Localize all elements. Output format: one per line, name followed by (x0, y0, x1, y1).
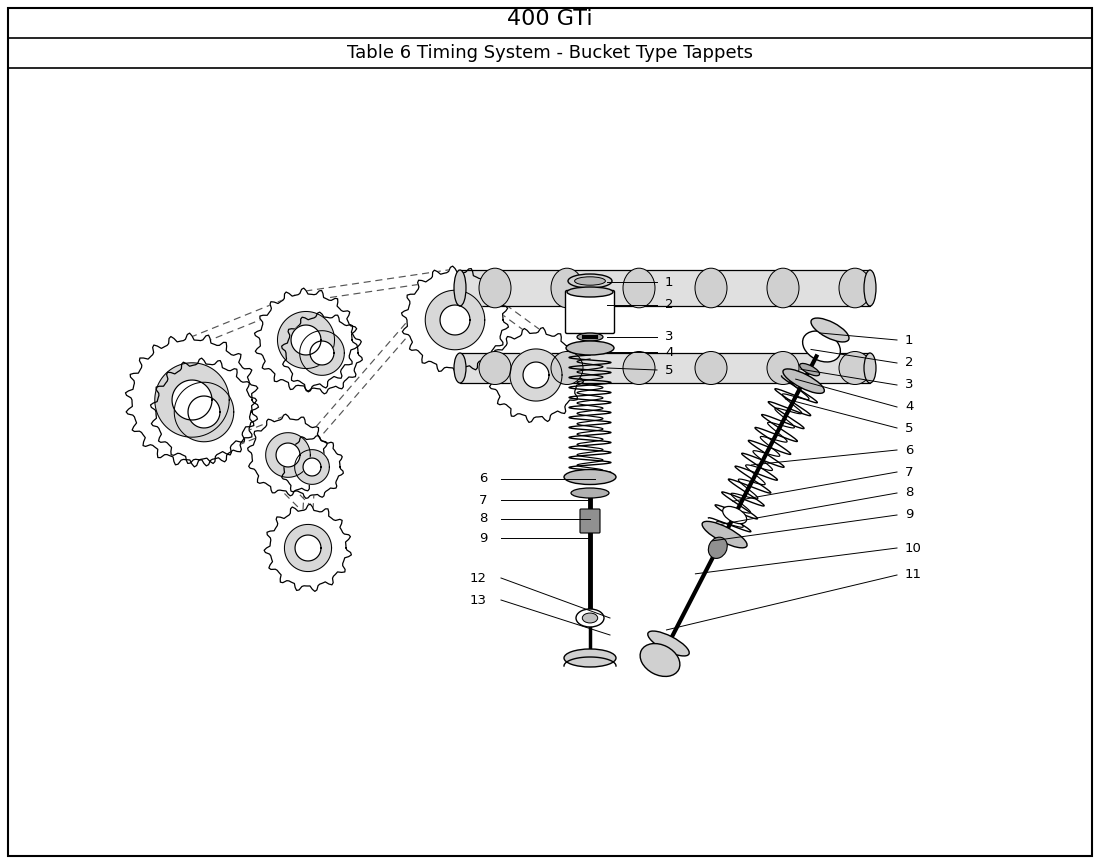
Text: 4: 4 (666, 346, 673, 359)
Ellipse shape (576, 609, 604, 627)
Polygon shape (125, 334, 258, 467)
FancyBboxPatch shape (580, 509, 600, 533)
Text: 400 GTi: 400 GTi (507, 9, 593, 29)
Text: 10: 10 (905, 542, 922, 555)
Ellipse shape (566, 287, 613, 297)
Ellipse shape (864, 270, 876, 306)
Text: 4: 4 (905, 401, 913, 414)
Polygon shape (302, 458, 321, 476)
Polygon shape (522, 362, 549, 388)
Text: 6: 6 (478, 473, 487, 486)
Text: Table 6 Timing System - Bucket Type Tappets: Table 6 Timing System - Bucket Type Tapp… (346, 44, 754, 62)
Ellipse shape (702, 521, 747, 548)
Polygon shape (277, 312, 334, 369)
Text: 5: 5 (666, 364, 673, 377)
Polygon shape (510, 349, 562, 401)
Ellipse shape (571, 488, 609, 498)
Ellipse shape (723, 506, 747, 524)
Text: 1: 1 (666, 276, 673, 289)
Ellipse shape (648, 631, 690, 656)
Polygon shape (266, 433, 310, 477)
Polygon shape (155, 363, 229, 437)
Ellipse shape (800, 364, 820, 376)
Ellipse shape (578, 333, 603, 341)
Text: 2: 2 (905, 357, 913, 370)
Ellipse shape (623, 268, 654, 308)
Polygon shape (299, 331, 344, 375)
Polygon shape (188, 396, 220, 428)
Text: 7: 7 (905, 466, 913, 479)
Polygon shape (174, 382, 234, 442)
Polygon shape (402, 266, 508, 374)
Ellipse shape (839, 352, 871, 384)
Ellipse shape (564, 649, 616, 667)
Polygon shape (285, 524, 331, 572)
Polygon shape (282, 312, 362, 394)
Ellipse shape (551, 352, 583, 384)
Ellipse shape (454, 353, 466, 383)
Ellipse shape (783, 369, 824, 393)
Polygon shape (248, 414, 329, 496)
Bar (460, 353, 870, 383)
Ellipse shape (574, 276, 605, 285)
Ellipse shape (708, 537, 727, 558)
Ellipse shape (695, 268, 727, 308)
Polygon shape (310, 341, 334, 365)
Text: 8: 8 (478, 512, 487, 525)
Text: 6: 6 (905, 443, 913, 456)
Text: 8: 8 (905, 486, 913, 499)
Text: 7: 7 (478, 493, 487, 506)
Text: 9: 9 (905, 509, 913, 522)
Text: 9: 9 (478, 531, 487, 544)
Polygon shape (440, 305, 470, 335)
Ellipse shape (564, 469, 616, 485)
Ellipse shape (767, 352, 799, 384)
Ellipse shape (811, 318, 849, 342)
Text: 3: 3 (666, 331, 673, 344)
Ellipse shape (478, 268, 512, 308)
Ellipse shape (803, 331, 840, 362)
Text: 2: 2 (666, 298, 673, 312)
Text: 1: 1 (905, 334, 913, 346)
Polygon shape (292, 325, 321, 355)
Ellipse shape (454, 270, 466, 306)
Ellipse shape (551, 268, 583, 308)
Polygon shape (426, 290, 485, 350)
Polygon shape (172, 380, 212, 420)
Ellipse shape (582, 613, 597, 623)
Ellipse shape (839, 268, 871, 308)
Polygon shape (280, 435, 343, 499)
Text: 12: 12 (470, 571, 487, 585)
Ellipse shape (623, 352, 654, 384)
Ellipse shape (478, 352, 512, 384)
Polygon shape (488, 327, 583, 422)
Text: 13: 13 (470, 594, 487, 607)
Polygon shape (276, 443, 300, 467)
Ellipse shape (864, 353, 876, 383)
Polygon shape (254, 288, 358, 392)
Polygon shape (264, 504, 351, 591)
Polygon shape (295, 535, 321, 561)
Polygon shape (151, 358, 257, 466)
Ellipse shape (566, 341, 614, 355)
Text: 3: 3 (905, 378, 913, 391)
Polygon shape (295, 449, 329, 485)
Ellipse shape (767, 268, 799, 308)
Text: 5: 5 (905, 422, 913, 435)
Bar (460, 270, 870, 306)
FancyBboxPatch shape (565, 290, 615, 334)
Ellipse shape (695, 352, 727, 384)
Text: 11: 11 (905, 569, 922, 581)
Ellipse shape (640, 644, 680, 677)
Ellipse shape (568, 274, 612, 288)
